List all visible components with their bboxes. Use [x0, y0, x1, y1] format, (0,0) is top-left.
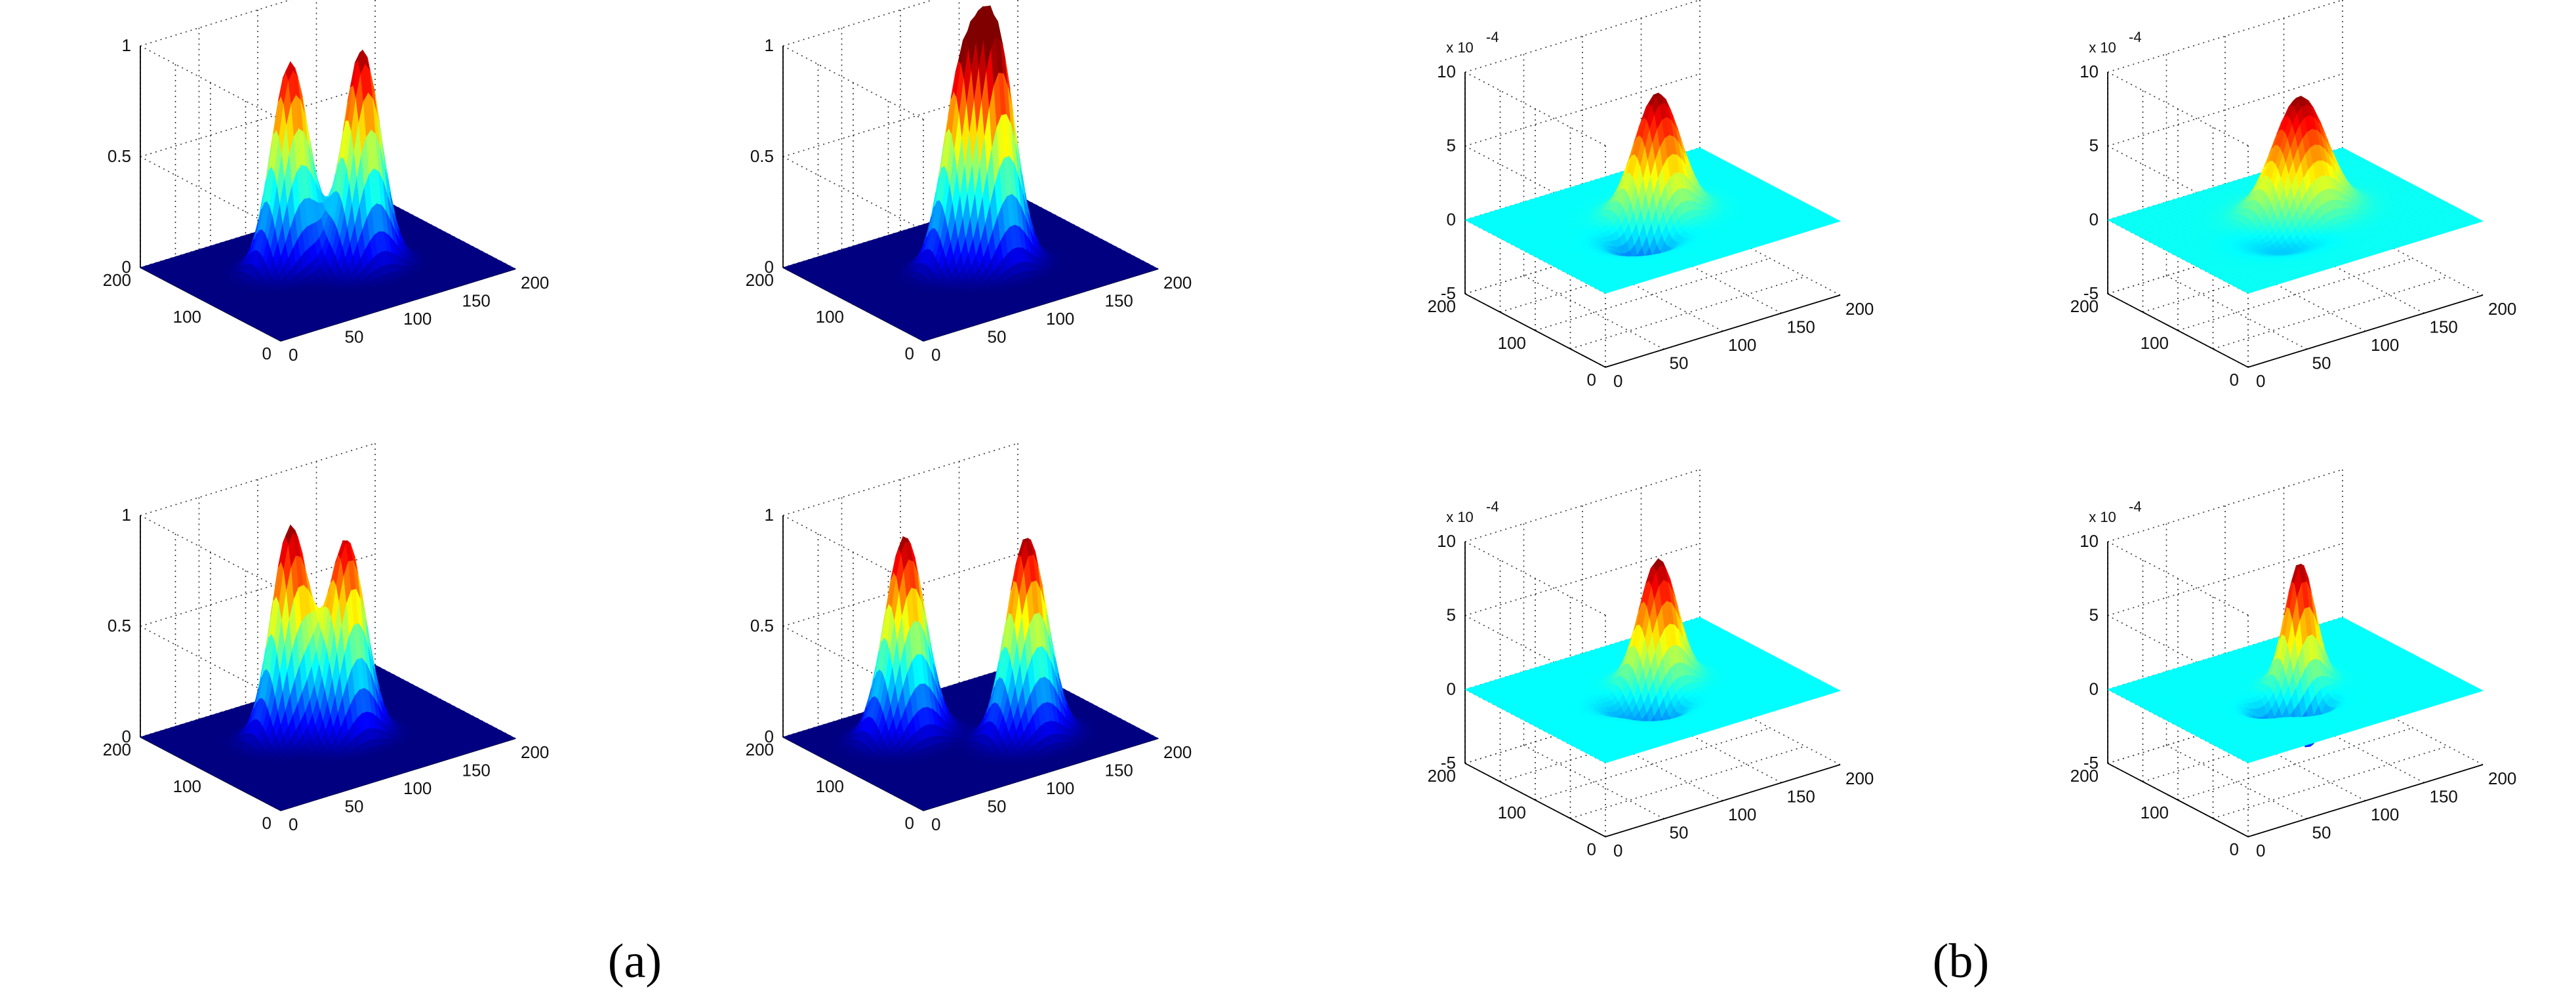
z-tick-label: 0 [122, 257, 131, 277]
x-tick-label: 100 [403, 309, 432, 329]
surface-plots: 501001502000010020000.515010015020000100… [103, 0, 2516, 860]
surface-mesh [139, 49, 517, 342]
z-tick-label: 0.5 [108, 146, 131, 166]
y-tick-label: 100 [173, 307, 201, 327]
y-tick-label: 0 [262, 344, 272, 363]
x-tick-label: 0 [289, 345, 298, 365]
z-tick-label: 1 [122, 35, 131, 55]
x-tick-label: 200 [521, 273, 549, 292]
x-tick-label: 50 [345, 327, 364, 347]
x-tick-label: 150 [462, 291, 491, 311]
